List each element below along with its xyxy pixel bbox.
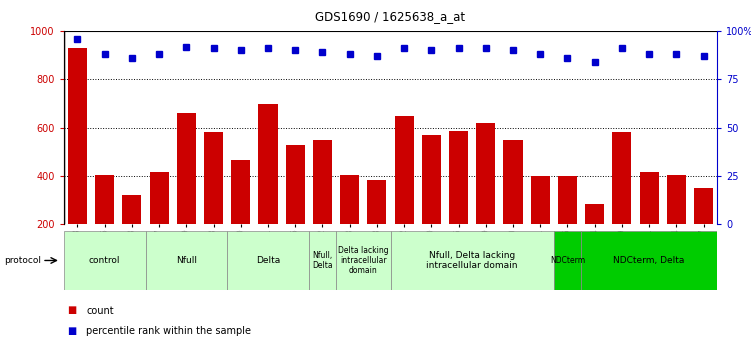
- Bar: [340, 175, 359, 273]
- Bar: [581, 231, 717, 290]
- Bar: [227, 231, 309, 290]
- Text: Nfull,
Delta: Nfull, Delta: [312, 251, 333, 270]
- Text: NDCterm, Delta: NDCterm, Delta: [614, 256, 685, 265]
- Bar: [146, 231, 227, 290]
- Bar: [231, 160, 250, 273]
- Bar: [640, 172, 659, 273]
- Text: Nfull, Delta lacking
intracellular domain: Nfull, Delta lacking intracellular domai…: [427, 251, 518, 270]
- Text: GDS1690 / 1625638_a_at: GDS1690 / 1625638_a_at: [315, 10, 466, 23]
- Bar: [667, 175, 686, 273]
- Bar: [258, 104, 278, 273]
- Bar: [558, 176, 577, 273]
- Bar: [531, 176, 550, 273]
- Bar: [204, 132, 223, 273]
- Bar: [476, 123, 496, 273]
- Bar: [367, 180, 387, 273]
- Bar: [149, 172, 169, 273]
- Text: NDCterm: NDCterm: [550, 256, 585, 265]
- Bar: [336, 231, 391, 290]
- Text: protocol: protocol: [4, 256, 41, 265]
- Bar: [554, 231, 581, 290]
- Text: ■: ■: [68, 306, 77, 315]
- Bar: [503, 140, 523, 273]
- Bar: [313, 140, 332, 273]
- Bar: [68, 48, 87, 273]
- Bar: [585, 204, 605, 273]
- Bar: [122, 195, 141, 273]
- Bar: [422, 135, 441, 273]
- Bar: [449, 131, 468, 273]
- Text: control: control: [89, 256, 120, 265]
- Bar: [176, 113, 196, 273]
- Bar: [391, 231, 554, 290]
- Bar: [694, 188, 713, 273]
- Bar: [285, 145, 305, 273]
- Bar: [64, 231, 146, 290]
- Text: percentile rank within the sample: percentile rank within the sample: [86, 326, 252, 336]
- Bar: [394, 116, 414, 273]
- Text: Delta: Delta: [256, 256, 280, 265]
- Bar: [309, 231, 336, 290]
- Bar: [612, 132, 632, 273]
- Text: ■: ■: [68, 326, 77, 336]
- Text: count: count: [86, 306, 114, 315]
- Text: Nfull: Nfull: [176, 256, 197, 265]
- Bar: [95, 175, 114, 273]
- Text: Delta lacking
intracellular
domain: Delta lacking intracellular domain: [338, 246, 388, 275]
